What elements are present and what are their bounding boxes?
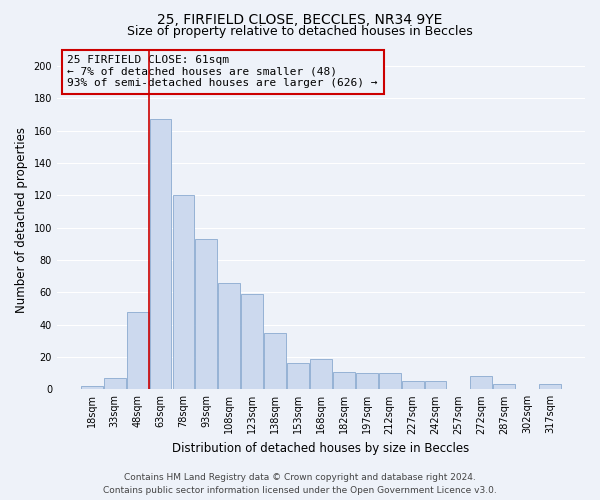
Bar bbox=[379, 373, 401, 390]
Text: 25 FIRFIELD CLOSE: 61sqm
← 7% of detached houses are smaller (48)
93% of semi-de: 25 FIRFIELD CLOSE: 61sqm ← 7% of detache… bbox=[67, 55, 378, 88]
Bar bbox=[127, 312, 149, 390]
Text: Contains HM Land Registry data © Crown copyright and database right 2024.
Contai: Contains HM Land Registry data © Crown c… bbox=[103, 474, 497, 495]
Bar bbox=[173, 196, 194, 390]
Bar bbox=[333, 372, 355, 390]
Bar bbox=[310, 358, 332, 390]
X-axis label: Distribution of detached houses by size in Beccles: Distribution of detached houses by size … bbox=[172, 442, 470, 455]
Bar bbox=[425, 381, 446, 390]
Bar bbox=[104, 378, 125, 390]
Text: Size of property relative to detached houses in Beccles: Size of property relative to detached ho… bbox=[127, 25, 473, 38]
Bar bbox=[218, 282, 240, 390]
Bar bbox=[356, 373, 377, 390]
Bar bbox=[493, 384, 515, 390]
Bar bbox=[264, 333, 286, 390]
Y-axis label: Number of detached properties: Number of detached properties bbox=[15, 126, 28, 312]
Bar bbox=[81, 386, 103, 390]
Bar bbox=[539, 384, 561, 390]
Bar bbox=[241, 294, 263, 390]
Bar bbox=[402, 381, 424, 390]
Bar bbox=[470, 376, 492, 390]
Text: 25, FIRFIELD CLOSE, BECCLES, NR34 9YE: 25, FIRFIELD CLOSE, BECCLES, NR34 9YE bbox=[157, 12, 443, 26]
Bar bbox=[196, 239, 217, 390]
Bar bbox=[287, 364, 309, 390]
Bar bbox=[149, 120, 172, 390]
